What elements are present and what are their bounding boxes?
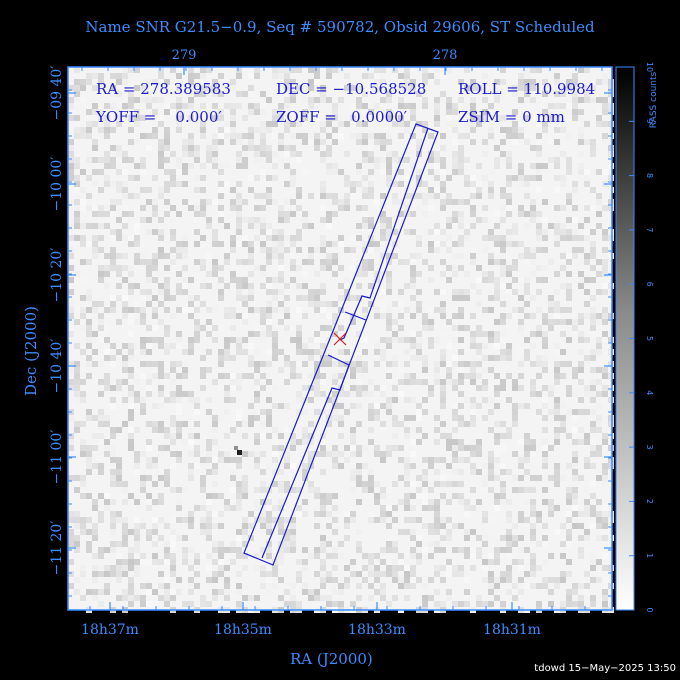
colorbar-tick-label: 0 xyxy=(645,607,654,612)
sky-noise-pixels xyxy=(68,67,614,613)
x-ray-source xyxy=(237,450,242,455)
y-tick-label: −10 20′ xyxy=(49,248,65,303)
detector-chip-boundary-upper xyxy=(339,127,429,341)
colorbar-tick-label: 5 xyxy=(645,336,654,341)
info-zoff: ZOFF = 0.0000′ xyxy=(276,108,408,126)
y-tick-label: −11 00′ xyxy=(49,430,65,485)
colorbar-tick-label: 7 xyxy=(645,227,654,232)
info-ra: RA = 278.389583 xyxy=(96,80,231,98)
colorbar-label: RASS counts xyxy=(649,71,659,128)
x-axis-label: RA (J2000) xyxy=(290,650,373,668)
colorbar-tick-label: 8 xyxy=(645,173,654,178)
colorbar-tick-label: 9 xyxy=(645,119,654,124)
info-dec: DEC = −10.568528 xyxy=(276,80,427,98)
colorbar-tick-label: 3 xyxy=(645,445,654,450)
detector-chip-boundary-lower xyxy=(261,364,350,559)
x-top-tick-label: 279 xyxy=(172,48,197,63)
info-roll: ROLL = 110.9984 xyxy=(458,80,596,98)
colorbar-tick-label: 4 xyxy=(645,390,654,395)
colorbar-tick-label: 10 xyxy=(645,62,654,72)
detector-outline xyxy=(243,123,439,566)
y-tick-label: −10 40′ xyxy=(49,339,65,394)
x-top-tick-label: 278 xyxy=(433,48,458,63)
plot-frame xyxy=(67,66,613,611)
x-tick-label: 18h35m xyxy=(214,622,272,638)
y-axis-label: Dec (J2000) xyxy=(22,306,40,396)
footer-stamp: tdowd 15−May−2025 13:50 xyxy=(534,663,676,674)
y-tick-label: −09 40′ xyxy=(49,66,65,121)
colorbar-tick-label: 6 xyxy=(645,282,654,287)
x-tick-label: 18h31m xyxy=(483,622,541,638)
x-tick-label: 18h33m xyxy=(348,622,406,638)
colorbar-tick-label: 1 xyxy=(645,553,654,558)
x-tick-label: 18h37m xyxy=(81,622,139,638)
y-tick-label: −10 00′ xyxy=(49,157,65,212)
info-zsim: ZSIM = 0 mm xyxy=(458,108,565,126)
chart-title: Name SNR G21.5−0.9, Seq # 590782, Obsid … xyxy=(85,18,595,36)
colorbar-tick-label: 2 xyxy=(645,499,654,504)
y-tick-label: −11 20′ xyxy=(49,521,65,576)
info-yoff: YOFF = 0.000′ xyxy=(96,108,222,126)
